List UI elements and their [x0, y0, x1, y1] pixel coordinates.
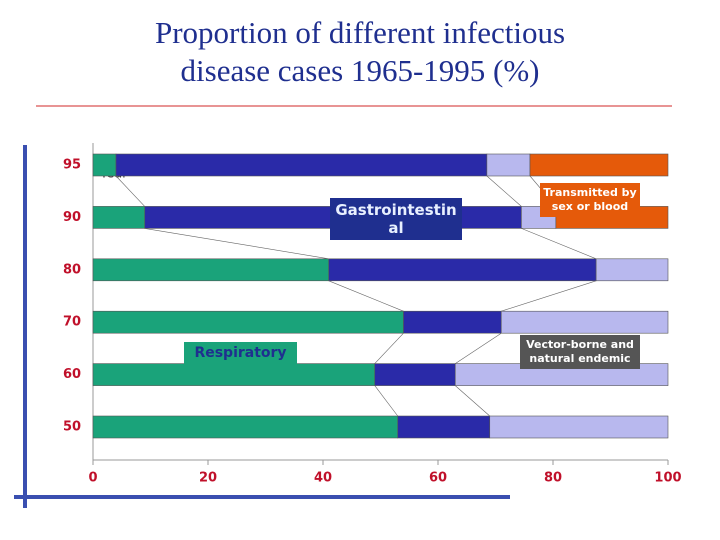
x-tick-label: 20	[199, 471, 217, 486]
chart-title: Proportion of different infectious disea…	[154, 15, 566, 88]
legend-label: Transmitted by sex or blood	[540, 183, 640, 217]
x-tick-label: 0	[88, 471, 97, 486]
y-tick-label: 60	[63, 367, 81, 382]
legend-label: Gastrointestinal	[330, 198, 462, 240]
y-tick-label: 95	[63, 158, 81, 173]
bar-segment	[92, 206, 146, 229]
connector-line	[501, 280, 597, 312]
bar-segment	[397, 415, 491, 439]
bar-segment	[595, 258, 669, 282]
legend-label: Respiratory	[184, 342, 297, 365]
connector-line	[374, 385, 398, 417]
bar-segment	[92, 363, 376, 386]
connector-line	[115, 175, 145, 207]
bar-segment	[374, 363, 456, 386]
x-tick-label: 80	[544, 471, 562, 486]
bar-segment	[92, 153, 117, 177]
y-tick-label: 50	[63, 420, 81, 435]
connector-line	[455, 332, 502, 364]
bar-segment	[115, 153, 488, 177]
connector-line	[521, 228, 597, 260]
y-tick-label: 80	[63, 262, 81, 277]
bar-segment	[529, 153, 669, 177]
bar-segment	[328, 258, 597, 282]
connector-line	[374, 332, 404, 364]
connector-line	[486, 175, 522, 207]
x-tick-label: 40	[314, 471, 332, 486]
bar-segment	[92, 415, 399, 439]
x-tick-label: 100	[654, 471, 681, 486]
bar-segment	[92, 258, 330, 282]
bar-segment	[92, 310, 404, 334]
bar-segment	[486, 153, 531, 177]
x-tick-label: 60	[429, 471, 447, 486]
legend-label: Vector-borne and natural endemic	[520, 335, 640, 369]
connector-line	[144, 228, 329, 260]
connector-line	[328, 280, 404, 312]
y-tick-label: 90	[63, 210, 81, 225]
connector-line	[455, 385, 490, 417]
bar-segment	[500, 310, 669, 334]
bar-segment	[403, 310, 502, 334]
y-tick-label: 70	[63, 315, 81, 330]
bar-segment	[489, 415, 669, 439]
